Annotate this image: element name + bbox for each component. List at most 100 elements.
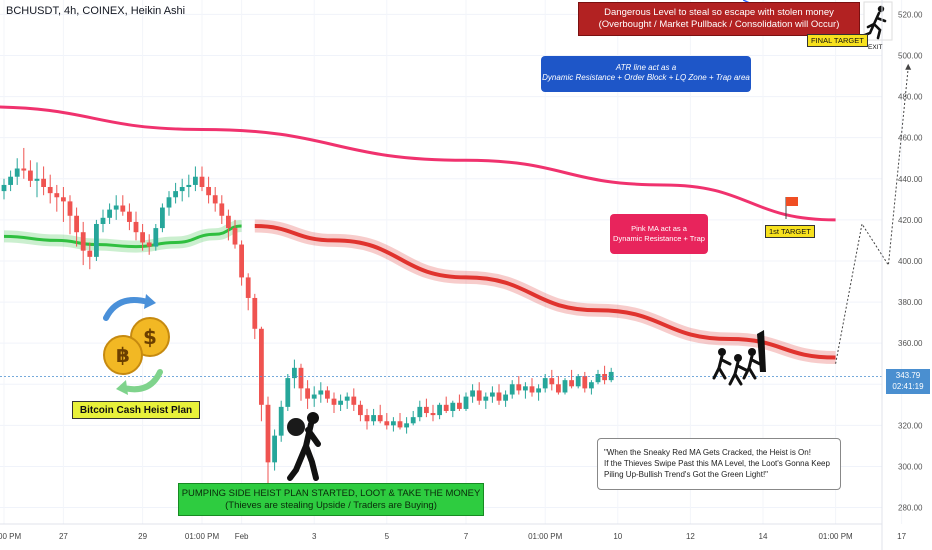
candle[interactable] bbox=[278, 400, 284, 442]
candle[interactable] bbox=[575, 373, 581, 389]
candle[interactable] bbox=[569, 369, 574, 389]
candle[interactable] bbox=[166, 191, 172, 216]
candle[interactable] bbox=[589, 380, 594, 395]
candle[interactable] bbox=[523, 382, 528, 399]
candle[interactable] bbox=[397, 413, 403, 430]
candle[interactable] bbox=[252, 293, 258, 340]
candle[interactable] bbox=[338, 394, 343, 411]
candle[interactable] bbox=[47, 174, 53, 204]
candle[interactable] bbox=[536, 384, 541, 401]
candle[interactable] bbox=[239, 240, 244, 286]
candle[interactable] bbox=[463, 392, 469, 411]
candle[interactable] bbox=[8, 170, 13, 192]
last-price-badge[interactable]: 343.79 02:41:19 bbox=[886, 369, 930, 394]
candle[interactable] bbox=[542, 373, 548, 393]
candle-body bbox=[186, 184, 192, 187]
candle[interactable] bbox=[417, 400, 423, 422]
candle[interactable] bbox=[80, 221, 86, 266]
candle[interactable] bbox=[186, 174, 192, 198]
candle[interactable] bbox=[364, 408, 370, 430]
candle[interactable] bbox=[140, 223, 145, 251]
candle[interactable] bbox=[193, 166, 198, 192]
candle-body bbox=[318, 390, 324, 395]
candle[interactable] bbox=[503, 390, 508, 407]
candle[interactable] bbox=[21, 147, 27, 179]
candle[interactable] bbox=[430, 404, 436, 422]
candle[interactable] bbox=[54, 184, 60, 212]
candle[interactable] bbox=[344, 392, 350, 409]
candle[interactable] bbox=[219, 195, 225, 224]
candle[interactable] bbox=[113, 195, 119, 220]
candle[interactable] bbox=[298, 363, 304, 401]
candle[interactable] bbox=[61, 186, 66, 222]
candle[interactable] bbox=[146, 234, 152, 255]
candle[interactable] bbox=[265, 396, 271, 496]
candle[interactable] bbox=[173, 182, 178, 204]
candle[interactable] bbox=[305, 380, 310, 409]
candle[interactable] bbox=[1, 178, 7, 200]
candle[interactable] bbox=[450, 400, 456, 418]
candle[interactable] bbox=[206, 176, 211, 204]
candle[interactable] bbox=[384, 413, 390, 430]
candle[interactable] bbox=[608, 367, 614, 383]
candle[interactable] bbox=[516, 376, 522, 395]
candle[interactable] bbox=[476, 382, 482, 405]
candle[interactable] bbox=[496, 384, 502, 405]
candle[interactable] bbox=[179, 178, 185, 202]
candle[interactable] bbox=[107, 203, 112, 224]
candle[interactable] bbox=[133, 211, 139, 241]
candle[interactable] bbox=[285, 373, 291, 411]
candle[interactable] bbox=[199, 166, 205, 192]
candle[interactable] bbox=[443, 396, 449, 414]
candle[interactable] bbox=[529, 378, 535, 397]
candle[interactable] bbox=[74, 207, 79, 247]
candle[interactable] bbox=[160, 203, 165, 233]
candle[interactable] bbox=[41, 166, 46, 196]
candle[interactable] bbox=[351, 388, 357, 411]
candle[interactable] bbox=[595, 369, 601, 385]
candle[interactable] bbox=[358, 400, 363, 422]
candle[interactable] bbox=[391, 417, 396, 432]
candle[interactable] bbox=[94, 219, 99, 261]
candle[interactable] bbox=[331, 392, 337, 414]
candle[interactable] bbox=[549, 369, 555, 391]
candle[interactable] bbox=[14, 158, 20, 185]
candle[interactable] bbox=[377, 404, 383, 424]
candle[interactable] bbox=[562, 378, 568, 395]
candle[interactable] bbox=[602, 365, 607, 385]
candle[interactable] bbox=[120, 195, 126, 216]
candle[interactable] bbox=[226, 209, 231, 241]
candle[interactable] bbox=[470, 384, 475, 403]
candle[interactable] bbox=[404, 417, 409, 434]
candle[interactable] bbox=[100, 209, 106, 233]
candle[interactable] bbox=[311, 386, 317, 407]
candle[interactable] bbox=[325, 386, 330, 403]
candle[interactable] bbox=[490, 386, 495, 403]
candle[interactable] bbox=[457, 394, 462, 411]
quote-line-3: Piling Up-Bullish Trend's Got the Green … bbox=[604, 470, 769, 479]
candle[interactable] bbox=[318, 382, 324, 403]
candle[interactable] bbox=[259, 326, 264, 422]
candle[interactable] bbox=[424, 398, 429, 418]
candles-layer[interactable] bbox=[1, 147, 614, 496]
candle[interactable] bbox=[292, 359, 297, 389]
candle[interactable] bbox=[34, 162, 40, 198]
candle[interactable] bbox=[232, 219, 238, 249]
candle[interactable] bbox=[212, 186, 218, 212]
candle[interactable] bbox=[410, 410, 416, 426]
candle[interactable] bbox=[127, 203, 132, 231]
candle[interactable] bbox=[28, 160, 33, 187]
candle[interactable] bbox=[67, 195, 73, 235]
candle[interactable] bbox=[245, 273, 251, 311]
candle[interactable] bbox=[437, 402, 442, 420]
candle[interactable] bbox=[371, 408, 376, 426]
candle[interactable] bbox=[556, 376, 561, 395]
candle[interactable] bbox=[509, 380, 515, 399]
candle[interactable] bbox=[272, 429, 277, 471]
candle[interactable] bbox=[483, 392, 489, 409]
candle[interactable] bbox=[87, 242, 93, 270]
candle[interactable] bbox=[153, 223, 159, 251]
candle[interactable] bbox=[582, 371, 588, 393]
